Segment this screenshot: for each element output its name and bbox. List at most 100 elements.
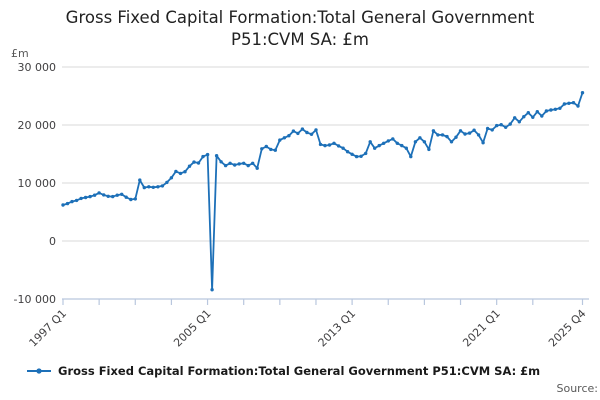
data-point xyxy=(427,147,431,152)
data-point xyxy=(102,193,106,197)
data-point xyxy=(147,185,151,189)
data-point xyxy=(409,154,413,159)
data-point xyxy=(260,147,264,151)
y-axis-tick-label: 30 000 xyxy=(18,61,57,74)
data-point xyxy=(111,194,115,199)
data-point xyxy=(210,288,214,292)
legend-line-marker-icon xyxy=(27,368,51,374)
data-point xyxy=(540,114,544,118)
chart-title-line1: Gross Fixed Capital Formation:Total Gene… xyxy=(65,8,535,27)
chart-title-line2: P51:CVM SA: £m xyxy=(231,29,369,49)
data-point xyxy=(580,91,585,95)
data-point xyxy=(282,136,287,140)
data-point xyxy=(345,150,350,154)
data-point xyxy=(92,193,97,197)
data-point xyxy=(445,134,449,139)
data-point xyxy=(74,198,79,203)
data-point xyxy=(382,141,386,145)
data-point xyxy=(562,102,567,106)
data-point xyxy=(296,131,300,136)
data-point xyxy=(413,140,418,144)
x-axis-tick-label: 1997 Q1 xyxy=(27,307,70,350)
data-point xyxy=(97,191,101,195)
data-point xyxy=(318,142,323,147)
data-point xyxy=(571,101,576,105)
data-point xyxy=(264,144,268,149)
data-point xyxy=(395,141,399,145)
data-point xyxy=(228,161,232,165)
data-point xyxy=(201,154,205,159)
data-point xyxy=(223,163,228,168)
legend-series-label: Gross Fixed Capital Formation:Total Gene… xyxy=(58,364,541,378)
data-point xyxy=(513,116,517,120)
data-point xyxy=(165,180,169,185)
data-point xyxy=(535,110,539,114)
data-point xyxy=(449,140,454,144)
y-axis-unit-label: £m xyxy=(11,47,29,60)
data-point xyxy=(205,152,210,157)
data-point xyxy=(187,164,192,168)
data-point xyxy=(287,134,291,138)
data-point xyxy=(544,109,549,113)
data-point xyxy=(237,162,241,166)
data-point xyxy=(214,154,219,158)
data-point xyxy=(133,197,137,201)
data-point xyxy=(138,178,142,182)
data-point xyxy=(61,203,65,207)
data-point xyxy=(373,146,377,150)
data-point xyxy=(472,128,476,132)
data-point xyxy=(106,194,110,198)
y-axis-tick-label: 20 000 xyxy=(18,119,57,132)
data-point xyxy=(327,143,332,147)
data-point xyxy=(517,120,521,124)
data-point xyxy=(440,133,445,137)
data-point xyxy=(278,138,282,142)
data-point xyxy=(404,146,408,150)
data-point xyxy=(454,135,458,139)
data-point xyxy=(350,152,354,156)
source-label: Source: xyxy=(556,382,599,395)
data-point xyxy=(255,166,259,170)
data-point xyxy=(549,108,553,112)
data-point xyxy=(115,193,119,197)
x-axis-tick-label: 2013 Q1 xyxy=(316,307,359,350)
data-point xyxy=(79,196,83,201)
data-point xyxy=(178,171,183,176)
data-point xyxy=(467,131,472,135)
data-point xyxy=(386,139,390,143)
data-point xyxy=(481,141,485,145)
data-point xyxy=(142,185,146,190)
data-point xyxy=(88,194,92,199)
data-point xyxy=(368,140,372,144)
data-point xyxy=(83,195,88,200)
data-point xyxy=(341,146,345,150)
data-point xyxy=(418,136,422,140)
data-point xyxy=(364,151,368,156)
data-point xyxy=(169,176,174,180)
data-point xyxy=(422,140,427,144)
x-axis-tick-label: 2005 Q1 xyxy=(171,307,214,350)
data-point xyxy=(192,160,196,164)
data-point xyxy=(567,101,571,106)
data-point xyxy=(431,129,436,133)
data-point xyxy=(576,104,580,108)
data-point xyxy=(336,144,341,148)
legend: Gross Fixed Capital Formation:Total Gene… xyxy=(26,364,540,378)
data-point xyxy=(490,128,494,132)
data-point xyxy=(246,163,250,168)
data-point xyxy=(495,123,499,128)
data-point xyxy=(291,129,296,133)
y-axis-tick-label: 0 xyxy=(49,235,56,248)
data-point xyxy=(522,115,526,119)
data-point xyxy=(174,169,178,174)
data-point xyxy=(458,129,463,133)
x-axis-tick-label: 2021 Q1 xyxy=(460,307,503,350)
y-axis-tick-label: -10 000 xyxy=(14,293,56,306)
data-point xyxy=(300,127,305,131)
data-point xyxy=(65,201,70,206)
data-point xyxy=(463,132,467,136)
data-point xyxy=(504,125,508,129)
chart-line xyxy=(62,91,584,291)
data-point xyxy=(526,111,530,115)
data-point xyxy=(219,160,223,164)
